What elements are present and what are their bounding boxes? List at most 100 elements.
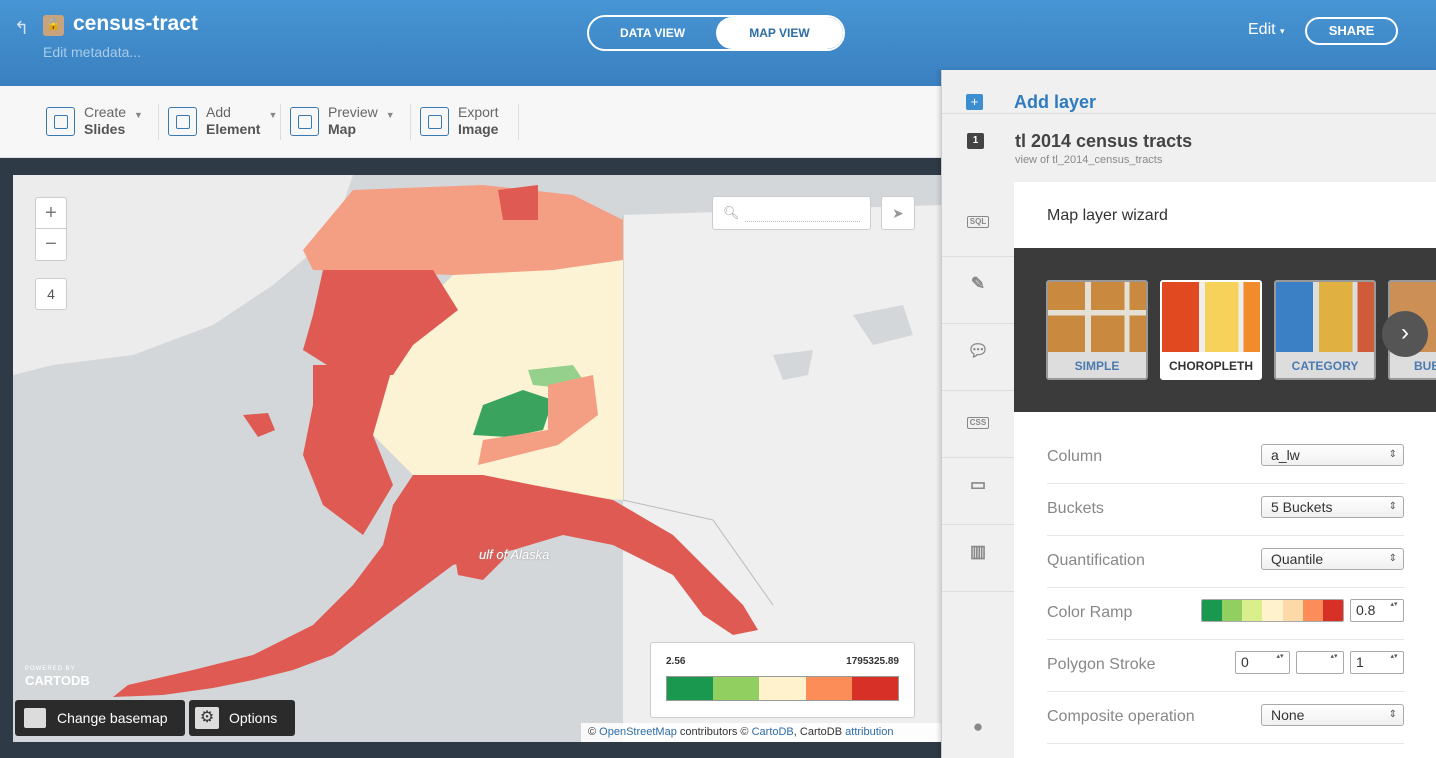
css-icon: CSS — [966, 417, 990, 429]
lake — [773, 350, 813, 380]
stroke-opacity-stepper[interactable]: 1 — [1350, 651, 1404, 674]
tab-filters[interactable]: ▥ — [942, 525, 1014, 592]
legend-swatch — [667, 677, 714, 700]
column-row: Column a_lw — [1047, 432, 1404, 484]
element-icon — [168, 107, 197, 136]
map-canvas[interactable]: + − 4 🔍︎ ➤ ulf of Alaska POWERED BY CART… — [13, 175, 943, 742]
buckets-select[interactable]: 5 Buckets — [1261, 496, 1404, 518]
edit-menu[interactable]: Edit ▾ — [1248, 21, 1285, 39]
view-toggle: DATA VIEW MAP VIEW — [587, 15, 845, 51]
russia-land — [13, 175, 353, 375]
export-image-line1: Export — [458, 104, 499, 120]
wizard-title: Map layer wizard — [1047, 207, 1168, 224]
add-element-button[interactable]: Add Element ▼ — [168, 104, 277, 144]
map-attribution: © OpenStreetMap contributors © CartoDB, … — [581, 723, 941, 742]
ramp-swatch — [1202, 600, 1223, 621]
viz-type-label: CATEGORY — [1276, 352, 1374, 378]
osm-link[interactable]: OpenStreetMap — [599, 726, 677, 738]
options-button[interactable]: ⚙ Options — [189, 700, 295, 736]
share-button[interactable]: SHARE — [1305, 17, 1398, 45]
map-geometry — [13, 175, 943, 742]
gear-icon: ⚙ — [195, 707, 219, 729]
viz-type-category[interactable]: CATEGORY — [1274, 280, 1376, 380]
create-slides-button[interactable]: Create Slides ▼ — [46, 104, 143, 144]
viz-type-choropleth[interactable]: CHOROPLETH — [1160, 280, 1262, 380]
caret-down-icon[interactable]: ▼ — [268, 110, 278, 120]
region-island-small — [243, 413, 275, 437]
tab-help[interactable]: ● — [942, 700, 1014, 758]
preview-map-line2: Map — [328, 121, 356, 137]
column-select[interactable]: a_lw — [1261, 444, 1404, 466]
color-ramp-picker[interactable] — [1201, 599, 1344, 622]
lock-icon[interactable]: 🔓 — [43, 15, 64, 36]
basemap-icon — [24, 708, 46, 728]
create-slides-line2: Slides — [84, 121, 126, 137]
share-location-icon[interactable]: ➤ — [881, 196, 915, 230]
map-layer-wizard: Map layer wizard SIMPLE CHOROPLETH CATEG… — [1014, 182, 1436, 758]
chevron-right-icon[interactable]: › — [1382, 311, 1428, 357]
zoom-level-indicator: 4 — [35, 278, 67, 310]
plus-icon: + — [966, 94, 983, 110]
add-layer-button[interactable]: + Add layer — [942, 70, 1436, 114]
region-north — [303, 185, 623, 285]
ramp-opacity-stepper[interactable]: 0.8 — [1350, 599, 1404, 622]
tab-map-view[interactable]: MAP VIEW — [716, 17, 843, 49]
layer-subtitle: view of tl_2014_census_tracts — [1015, 154, 1163, 166]
attribution-link[interactable]: attribution — [845, 726, 894, 738]
edit-metadata-link[interactable]: Edit metadata... — [43, 44, 142, 60]
tab-wizard[interactable]: ✎ — [942, 257, 1014, 324]
logo-small-text: POWERED BY — [25, 666, 76, 672]
composite-label: Composite operation — [1047, 708, 1195, 725]
export-image-button[interactable]: Export Image — [420, 104, 498, 144]
layer-panel: + Add layer 1 tl 2014 census tracts view… — [941, 70, 1436, 758]
side-tabs: SQL ✎ 💬︎ CSS ▭ ▥ ● — [942, 190, 1014, 758]
layer-number-badge: 1 — [967, 133, 984, 149]
tab-infowindow[interactable]: 💬︎ — [942, 324, 1014, 391]
attr-prefix: © — [588, 726, 597, 738]
back-arrow-icon[interactable]: ↰ — [14, 18, 30, 38]
layer-name[interactable]: tl 2014 census tracts — [1015, 131, 1193, 151]
legend-min: 2.56 — [666, 656, 686, 667]
map-place-label: ulf of Alaska — [479, 547, 550, 562]
stroke-color-picker[interactable] — [1296, 651, 1344, 674]
region-south-central — [113, 475, 758, 697]
viz-type-label: BUBBLE — [1390, 352, 1436, 378]
tab-legends[interactable]: ▭ — [942, 458, 1014, 525]
zoom-out-button[interactable]: − — [35, 229, 67, 261]
add-element-line1: Add — [206, 104, 231, 120]
stroke-width-stepper[interactable]: 0 — [1235, 651, 1290, 674]
preview-map-line1: Preview — [328, 104, 378, 120]
page-title[interactable]: census-tract — [73, 12, 198, 35]
tab-sql[interactable]: SQL — [942, 190, 1014, 257]
caret-down-icon[interactable]: ▼ — [134, 110, 143, 120]
region-northwest — [303, 270, 458, 375]
cartodb-link[interactable]: CartoDB — [751, 726, 794, 738]
preview-map-button[interactable]: Preview Map ▼ — [290, 104, 395, 144]
toolbar: Create Slides ▼ Add Element ▼ Preview Map ▼… — [0, 86, 942, 158]
composite-select[interactable]: None — [1261, 704, 1404, 726]
viz-type-simple[interactable]: SIMPLE — [1046, 280, 1148, 380]
color-ramp-row: Color Ramp 0.8 — [1047, 588, 1404, 640]
ramp-swatch — [1322, 600, 1343, 621]
add-element-line2: Element — [206, 121, 261, 137]
app-header: ↰ 🔓 census-tract Edit metadata... DATA V… — [0, 0, 1436, 86]
buckets-row: Buckets 5 Buckets — [1047, 484, 1404, 536]
logo-text: CARTODB — [25, 673, 90, 688]
chevron-down-icon: ▾ — [1280, 26, 1285, 36]
tab-data-view[interactable]: DATA VIEW — [619, 26, 686, 40]
map-search-input[interactable]: 🔍︎ — [712, 196, 871, 230]
caret-down-icon[interactable]: ▼ — [385, 110, 395, 120]
legend-swatch — [713, 677, 760, 700]
change-basemap-button[interactable]: Change basemap — [15, 700, 185, 736]
ramp-swatch — [1222, 600, 1243, 621]
zoom-in-button[interactable]: + — [35, 197, 67, 229]
legend-max: 1795325.89 — [846, 656, 899, 667]
buckets-label: Buckets — [1047, 500, 1104, 517]
legend-swatch — [851, 677, 899, 700]
region-north-slope-top — [498, 185, 538, 220]
slides-icon — [46, 107, 75, 136]
viz-type-label: SIMPLE — [1048, 352, 1146, 378]
edit-menu-label: Edit — [1248, 21, 1276, 38]
tab-css[interactable]: CSS — [942, 391, 1014, 458]
quantification-select[interactable]: Quantile — [1261, 548, 1404, 570]
